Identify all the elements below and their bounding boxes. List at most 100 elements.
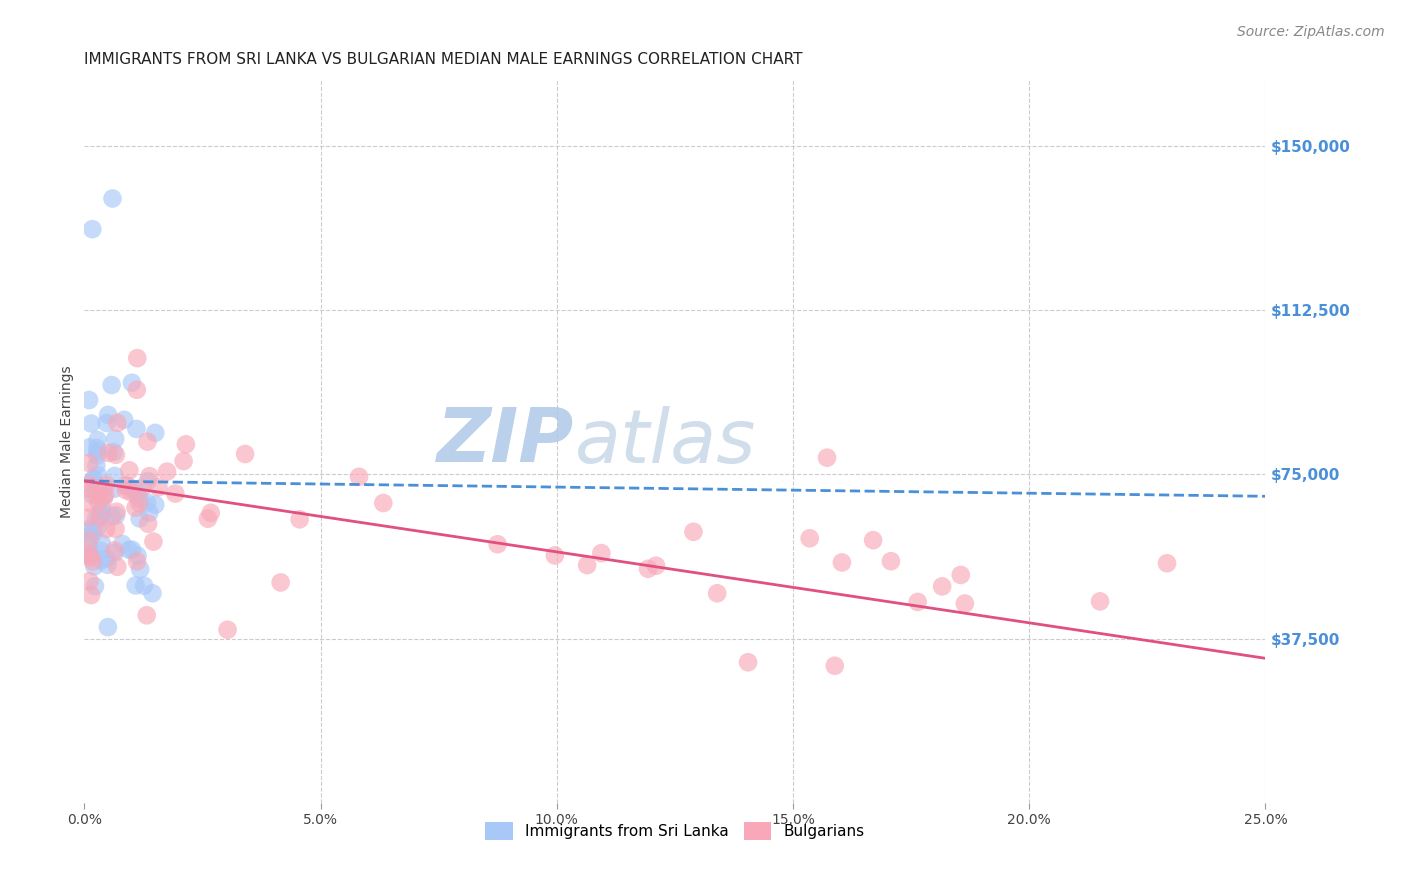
Point bbox=[86, 520, 108, 534]
Point bbox=[103, 482, 125, 496]
Text: Source: ZipAtlas.com: Source: ZipAtlas.com bbox=[1237, 25, 1385, 39]
Point bbox=[100, 378, 122, 392]
Y-axis label: Median Male Earnings: Median Male Earnings bbox=[60, 365, 75, 518]
Point bbox=[77, 441, 100, 455]
Point bbox=[77, 510, 100, 524]
Point bbox=[79, 550, 101, 565]
Point bbox=[93, 491, 115, 506]
Point bbox=[132, 579, 155, 593]
Point bbox=[121, 542, 143, 557]
Point bbox=[82, 488, 104, 502]
Point bbox=[77, 392, 100, 407]
Text: ZIP: ZIP bbox=[437, 405, 575, 478]
Point bbox=[101, 192, 124, 206]
Point bbox=[143, 498, 166, 512]
Point bbox=[127, 488, 149, 502]
Point bbox=[82, 554, 104, 568]
Point bbox=[118, 463, 141, 477]
Point bbox=[953, 597, 976, 611]
Point bbox=[136, 516, 159, 531]
Point bbox=[97, 408, 120, 422]
Point bbox=[174, 437, 197, 451]
Point bbox=[931, 579, 953, 593]
Point bbox=[270, 575, 292, 590]
Point bbox=[89, 510, 111, 524]
Point bbox=[105, 505, 128, 519]
Point bbox=[77, 477, 100, 491]
Point bbox=[77, 456, 100, 470]
Point bbox=[77, 524, 100, 539]
Point bbox=[86, 449, 108, 463]
Point bbox=[89, 511, 111, 525]
Point bbox=[77, 540, 100, 554]
Point bbox=[104, 543, 127, 558]
Point bbox=[217, 623, 239, 637]
Point bbox=[79, 530, 101, 544]
Point bbox=[127, 351, 149, 365]
Point bbox=[84, 511, 107, 525]
Point bbox=[87, 468, 110, 483]
Point bbox=[89, 506, 111, 520]
Point bbox=[97, 620, 120, 634]
Point bbox=[86, 488, 108, 502]
Point bbox=[165, 486, 187, 500]
Point bbox=[682, 524, 704, 539]
Point bbox=[114, 483, 136, 497]
Point bbox=[799, 531, 821, 545]
Point bbox=[127, 549, 149, 563]
Point bbox=[96, 558, 118, 572]
Point bbox=[128, 492, 150, 507]
Point bbox=[104, 469, 127, 483]
Point bbox=[77, 522, 100, 536]
Point bbox=[104, 546, 127, 560]
Point bbox=[129, 562, 152, 576]
Point bbox=[86, 433, 108, 447]
Point bbox=[125, 554, 148, 568]
Point bbox=[121, 376, 143, 390]
Point bbox=[90, 536, 112, 550]
Point bbox=[87, 494, 110, 508]
Point bbox=[83, 559, 105, 574]
Point bbox=[125, 422, 148, 436]
Point bbox=[82, 525, 104, 540]
Point bbox=[1156, 556, 1178, 570]
Point bbox=[138, 469, 160, 483]
Point bbox=[288, 512, 311, 526]
Point bbox=[233, 447, 256, 461]
Point bbox=[880, 554, 903, 568]
Point bbox=[117, 479, 139, 493]
Point bbox=[104, 522, 127, 536]
Point bbox=[907, 595, 929, 609]
Point bbox=[824, 658, 846, 673]
Text: atlas: atlas bbox=[575, 406, 756, 477]
Point bbox=[124, 578, 146, 592]
Point bbox=[82, 222, 104, 236]
Point bbox=[135, 608, 157, 623]
Point bbox=[156, 465, 179, 479]
Point bbox=[112, 413, 135, 427]
Point bbox=[122, 482, 145, 496]
Point bbox=[128, 511, 150, 525]
Point bbox=[79, 574, 101, 589]
Point bbox=[103, 445, 125, 459]
Point bbox=[136, 434, 159, 449]
Point bbox=[173, 454, 195, 468]
Point bbox=[84, 579, 107, 593]
Point bbox=[131, 481, 153, 495]
Point bbox=[114, 478, 136, 492]
Point bbox=[949, 568, 972, 582]
Point bbox=[105, 508, 128, 523]
Point bbox=[1088, 594, 1111, 608]
Point bbox=[105, 416, 128, 430]
Point bbox=[101, 509, 124, 524]
Point bbox=[197, 511, 219, 525]
Point bbox=[591, 546, 613, 560]
Point bbox=[645, 558, 668, 573]
Point bbox=[831, 556, 853, 570]
Point bbox=[347, 470, 370, 484]
Point bbox=[77, 496, 100, 510]
Point bbox=[96, 477, 118, 491]
Point bbox=[737, 655, 759, 669]
Point bbox=[83, 472, 105, 486]
Point bbox=[706, 586, 728, 600]
